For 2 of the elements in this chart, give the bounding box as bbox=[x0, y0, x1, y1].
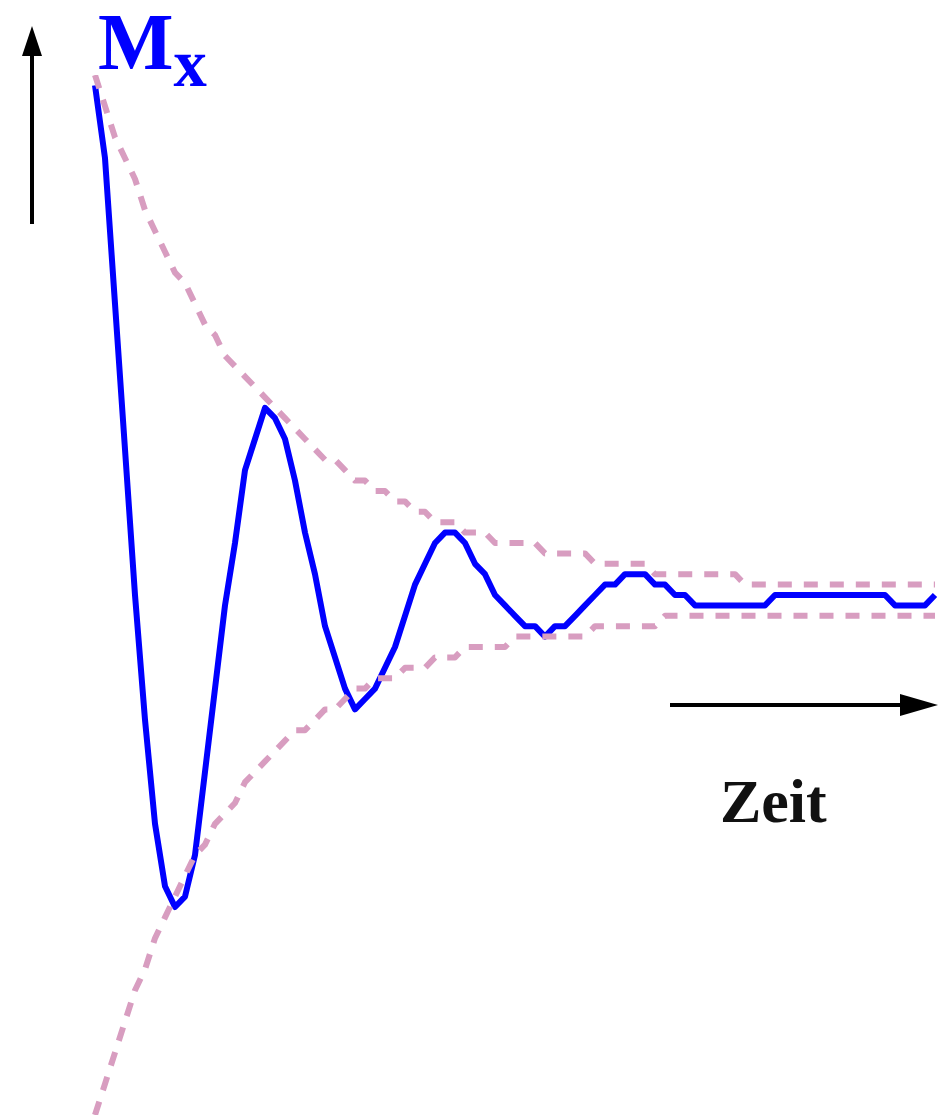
x-axis-title: Zeit bbox=[720, 767, 827, 835]
y-axis-title: M$_{x}$ bbox=[98, 0, 207, 100]
